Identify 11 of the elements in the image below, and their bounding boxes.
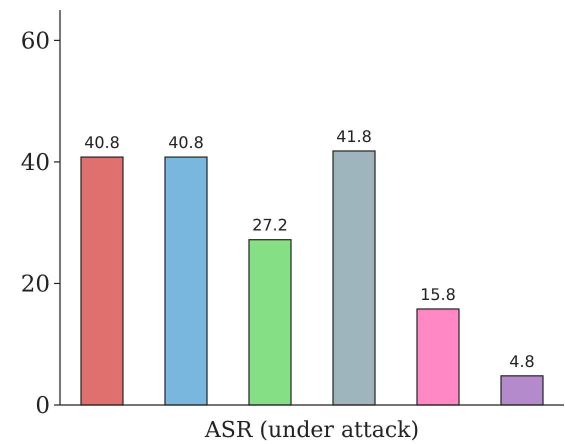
- x-axis-title: ASR (under attack): [204, 418, 420, 443]
- data-label: 4.8: [509, 352, 535, 371]
- y-tick-label: 20: [20, 272, 50, 298]
- y-tick-label: 40: [20, 150, 50, 176]
- data-label: 40.8: [84, 133, 120, 152]
- data-label: 15.8: [420, 284, 456, 304]
- y-tick-label: 60: [20, 28, 50, 54]
- data-label: 40.8: [168, 133, 204, 152]
- data-label: 27.2: [252, 216, 288, 235]
- y-tick-label: 0: [35, 393, 50, 420]
- data-label: 41.8: [336, 126, 372, 146]
